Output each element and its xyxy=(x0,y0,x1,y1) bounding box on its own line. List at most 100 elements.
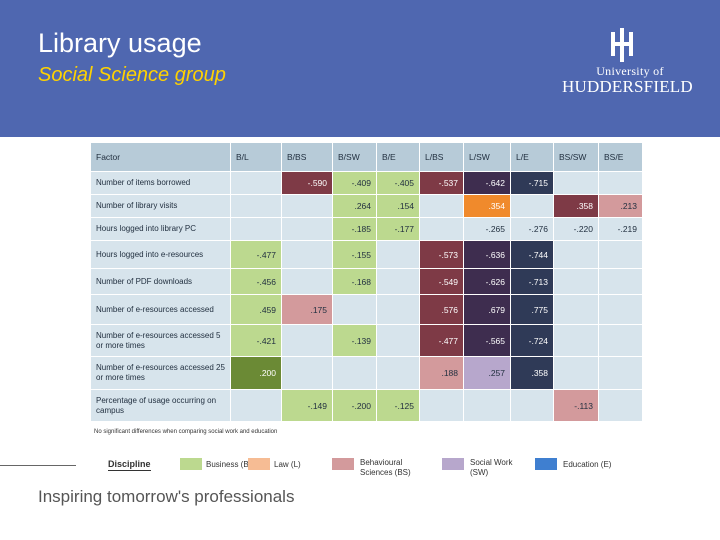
cell: .175 xyxy=(281,294,333,325)
cell: -.713 xyxy=(510,268,554,295)
cell: .200 xyxy=(230,356,282,390)
slide-subtitle: Social Science group xyxy=(38,64,226,86)
cell xyxy=(230,217,282,241)
legend-label-behavioural: Behavioural Sciences (BS) xyxy=(360,458,411,477)
legend-title: Discipline xyxy=(108,459,151,471)
cell xyxy=(463,389,511,422)
cell xyxy=(510,194,554,218)
cell xyxy=(281,217,333,241)
legend-swatch-law xyxy=(248,458,270,470)
cell: -.549 xyxy=(419,268,464,295)
cell: .154 xyxy=(376,194,420,218)
divider-line xyxy=(0,465,76,466)
table-row: Number of e-resources accessed 5 or more… xyxy=(90,324,643,357)
cell: .188 xyxy=(419,356,464,390)
table-row: Number of items borrowed -.590 -.409 -.4… xyxy=(90,171,643,195)
cell xyxy=(553,171,599,195)
cell: -.405 xyxy=(376,171,420,195)
cell: .576 xyxy=(419,294,464,325)
logo-huddersfield: HUDDERSFIELD xyxy=(562,77,693,96)
cell: .775 xyxy=(510,294,554,325)
table-row: Number of library visits .264 .154 .354 … xyxy=(90,194,643,218)
row-factor: Number of PDF downloads xyxy=(90,268,231,295)
cell xyxy=(332,356,377,390)
cell: -.456 xyxy=(230,268,282,295)
col-header-b-e: B/E xyxy=(376,142,420,172)
legend-label-law: Law (L) xyxy=(274,460,301,469)
cell: -.155 xyxy=(332,240,377,269)
table-row: Hours logged into e-resources -.477 -.15… xyxy=(90,240,643,269)
cell: -.185 xyxy=(332,217,377,241)
cell xyxy=(230,194,282,218)
legend-label-education: Education (E) xyxy=(563,460,612,469)
table-row: Number of PDF downloads -.456 -.168 -.54… xyxy=(90,268,643,295)
cell: -.537 xyxy=(419,171,464,195)
cell xyxy=(281,240,333,269)
cell: -.219 xyxy=(598,217,643,241)
table-row: Percentage of usage occurring on campus … xyxy=(90,389,643,422)
cell: .264 xyxy=(332,194,377,218)
cell: -.744 xyxy=(510,240,554,269)
table-row: Number of e-resources accessed 25 or mor… xyxy=(90,356,643,390)
col-header-b-bs: B/BS xyxy=(281,142,333,172)
cell: -.409 xyxy=(332,171,377,195)
cell xyxy=(281,356,333,390)
cell: -.200 xyxy=(332,389,377,422)
legend-label-social-work: Social Work (SW) xyxy=(470,458,513,477)
cell xyxy=(230,389,282,422)
col-header-l-e: L/E xyxy=(510,142,554,172)
table-header-row: Factor B/L B/BS B/SW B/E L/BS L/SW L/E B… xyxy=(90,142,643,172)
cell: .257 xyxy=(463,356,511,390)
cell: -.168 xyxy=(332,268,377,295)
cell: -.590 xyxy=(281,171,333,195)
cell xyxy=(419,194,464,218)
cell: -.573 xyxy=(419,240,464,269)
col-header-l-sw: L/SW xyxy=(463,142,511,172)
cell xyxy=(553,268,599,295)
cell: -.149 xyxy=(281,389,333,422)
table-row: Number of e-resources accessed .459 .175… xyxy=(90,294,643,325)
cell: .213 xyxy=(598,194,643,218)
cell xyxy=(281,324,333,357)
legend-swatch-education xyxy=(535,458,557,470)
cell xyxy=(553,356,599,390)
discipline-legend: Discipline Business (B) Law (L) Behaviou… xyxy=(108,458,668,488)
row-factor: Percentage of usage occurring on campus xyxy=(90,389,231,422)
legend-swatch-behavioural xyxy=(332,458,354,470)
col-header-factor: Factor xyxy=(90,142,231,172)
cell xyxy=(281,194,333,218)
cell xyxy=(376,268,420,295)
cell xyxy=(376,294,420,325)
library-usage-table: Factor B/L B/BS B/SW B/E L/BS L/SW L/E B… xyxy=(90,142,643,422)
cell: -.421 xyxy=(230,324,282,357)
cell xyxy=(553,324,599,357)
cell: .679 xyxy=(463,294,511,325)
cell: .354 xyxy=(463,194,511,218)
cell xyxy=(598,324,643,357)
cell: -.477 xyxy=(419,324,464,357)
cell: -.113 xyxy=(553,389,599,422)
cell xyxy=(598,171,643,195)
cell xyxy=(553,294,599,325)
cell: -.177 xyxy=(376,217,420,241)
cell: -.276 xyxy=(510,217,554,241)
cell: -.265 xyxy=(463,217,511,241)
cell: -.139 xyxy=(332,324,377,357)
row-factor: Number of items borrowed xyxy=(90,171,231,195)
cell xyxy=(510,389,554,422)
cell xyxy=(419,389,464,422)
row-factor: Number of library visits xyxy=(90,194,231,218)
row-factor: Hours logged into library PC xyxy=(90,217,231,241)
legend-swatch-business xyxy=(180,458,202,470)
legend-swatch-social-work xyxy=(442,458,464,470)
footer-tagline: Inspiring tomorrow's professionals xyxy=(38,487,295,506)
cell: -.565 xyxy=(463,324,511,357)
cell xyxy=(230,171,282,195)
cell: -.642 xyxy=(463,171,511,195)
table-footnote: No significant differences when comparin… xyxy=(94,429,278,435)
cell: .358 xyxy=(553,194,599,218)
cell: .459 xyxy=(230,294,282,325)
cell: -.636 xyxy=(463,240,511,269)
col-header-l-bs: L/BS xyxy=(419,142,464,172)
cell xyxy=(553,240,599,269)
